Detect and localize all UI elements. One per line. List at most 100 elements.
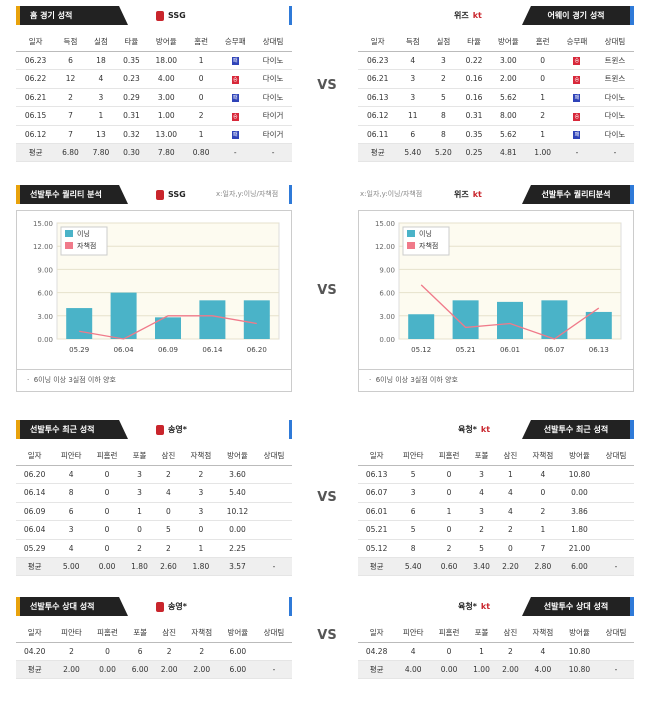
y-tick-label: 0.00: [379, 336, 395, 344]
loss-badge: 패: [231, 57, 239, 66]
y-tick-label: 15.00: [375, 220, 395, 228]
column-header: 피홈런: [431, 624, 468, 643]
column-header: 승무패: [557, 33, 596, 52]
table-cell: 05.29: [16, 539, 54, 558]
table-cell: 0.32: [116, 125, 147, 144]
column-header: 포볼: [467, 447, 496, 466]
table-cell: 4: [495, 483, 525, 503]
column-header: 삼진: [154, 624, 184, 643]
table-cell: 06.12: [16, 125, 56, 144]
average-row: 평균 6.80 7.80 0.30 7.80 0.80- -: [16, 143, 292, 162]
table-cell: 06.12: [358, 106, 398, 126]
x-tick-label: 05.29: [69, 346, 89, 354]
table-cell: 0: [153, 502, 183, 521]
y-tick-label: 9.00: [379, 266, 395, 274]
result-badge: 승: [216, 106, 255, 126]
vs-label: VS: [317, 628, 337, 643]
column-header: 타율: [458, 33, 490, 52]
win-badge: 승: [573, 112, 581, 121]
table-cell: 0: [495, 539, 525, 558]
average-cell: 0.00: [431, 660, 468, 679]
average-cell: 6.80: [55, 143, 86, 162]
quality-header: 선발투수 퀄리티 분석 SSG x:일자,y:이닝/자책점: [16, 185, 292, 204]
table-cell: 06.20: [16, 465, 54, 484]
table-row: 06.11 6 8 0.35 5.62 1 패 다이노: [358, 125, 634, 144]
table-cell: 5: [395, 520, 432, 540]
legend-swatch-line: [407, 242, 415, 249]
table-row: 06.15 7 1 0.31 1.00 2 승 타이거: [16, 106, 292, 126]
table-cell: [256, 483, 292, 503]
table-cell: 다이노: [254, 88, 292, 107]
table-cell: 0: [89, 642, 126, 661]
table-cell: 4: [153, 483, 183, 503]
table-row: 06.21 2 3 0.29 3.00 0 패 다이노: [16, 88, 292, 107]
section-title: 선발투수 퀄리티 분석: [16, 185, 128, 204]
table-cell: 0: [185, 69, 217, 89]
y-tick-label: 15.00: [33, 220, 53, 228]
table-cell: 0.31: [458, 106, 490, 126]
bar: [497, 301, 523, 339]
column-header: 상대팀: [255, 624, 292, 643]
table-cell: 10.80: [560, 642, 599, 661]
legend-label: 이닝: [419, 229, 432, 238]
table-cell: [598, 642, 634, 661]
table-row: 06.23 4 3 0.22 3.00 0 승 트윈스: [358, 51, 634, 70]
chart-svg: 15.00 12.00 9.00 6.00 3.00 0.00 05.29 06.04 06.0…: [33, 220, 280, 354]
average-cell: 5.40: [395, 557, 432, 576]
column-header: 피홈런: [89, 624, 126, 643]
table-cell: 3: [53, 520, 90, 540]
table-cell: 0.23: [116, 69, 147, 89]
column-header: 승무패: [216, 33, 255, 52]
table-cell: 6: [395, 502, 432, 521]
column-header: 일자: [358, 33, 398, 52]
column-header: 상대팀: [598, 447, 634, 466]
table-cell: 1: [527, 88, 558, 107]
column-header: 방어율: [219, 624, 256, 643]
column-header: 방어율: [560, 624, 599, 643]
table-cell: 3.00: [146, 88, 186, 107]
table-cell: 2: [524, 502, 561, 521]
table-cell: 0.00: [560, 483, 599, 503]
average-cell: -: [216, 143, 255, 162]
table-cell: 12: [55, 69, 86, 89]
table-cell: 7: [55, 125, 86, 144]
table-cell: 4: [467, 483, 496, 503]
table-cell: [598, 465, 634, 484]
table-cell: 0: [182, 520, 219, 540]
table-row: 06.13 5 0 3 1 4 10.80: [358, 465, 634, 484]
section-title: 선발투수 최근 성적: [522, 420, 634, 439]
table-cell: 0: [527, 51, 558, 70]
column-header: 삼진: [495, 447, 525, 466]
table-cell: 다이노: [595, 88, 634, 107]
x-tick-label: 06.01: [500, 346, 520, 354]
column-header: 득점: [397, 33, 429, 52]
pitcher-name: 육청* kt: [458, 602, 491, 611]
x-tick-label: 05.21: [456, 346, 476, 354]
average-cell: 7.80: [85, 143, 117, 162]
column-header: 자책점: [524, 624, 561, 643]
home-record-table: 일자 득점 실점 타율 방어율 홈런 승무패 상대팀 06.23 6 18 0.35 18.00 1 패 다이…: [16, 33, 292, 162]
average-cell: 4.00: [395, 660, 432, 679]
table-cell: 1.00: [146, 106, 186, 126]
table-row: 06.01 6 1 3 4 2 3.86: [358, 502, 634, 521]
table-cell: 06.22: [16, 69, 56, 89]
table-cell: 0: [89, 502, 126, 521]
table-cell: 1: [467, 642, 496, 661]
section-title: 선발투수 퀄리티분석: [522, 185, 634, 204]
table-cell: 5.40: [218, 483, 257, 503]
table-cell: 0.35: [458, 125, 490, 144]
kt-logo-icon: kt: [480, 602, 491, 611]
table-cell: 2.00: [489, 69, 528, 89]
table-cell: 8: [428, 106, 459, 126]
ssg-logo-icon: [156, 424, 164, 435]
section-title: 선발투수 상대 성적: [522, 597, 634, 616]
table-row: 06.09 6 0 1 0 3 10.12: [16, 502, 292, 521]
y-tick-label: 0.00: [37, 336, 53, 344]
y-tick-label: 3.00: [37, 313, 53, 321]
y-tick-label: 9.00: [37, 266, 53, 274]
table-cell: 타이거: [254, 106, 292, 126]
ssg-logo-icon: [156, 189, 164, 200]
loss-badge: 패: [231, 131, 239, 140]
column-header: 실점: [85, 33, 117, 52]
average-cell: -: [557, 143, 596, 162]
